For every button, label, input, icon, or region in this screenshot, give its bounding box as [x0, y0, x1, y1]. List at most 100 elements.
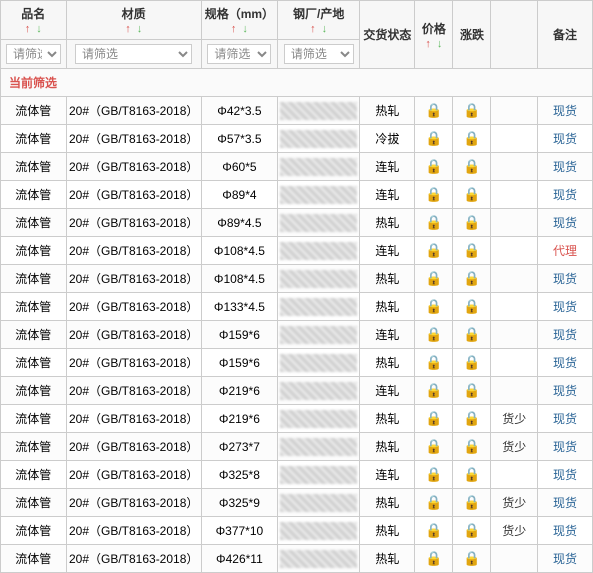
cell-remark[interactable]: 现货: [537, 181, 592, 209]
lock-icon[interactable]: 🔒: [463, 326, 480, 342]
cell-price[interactable]: 🔒: [415, 209, 453, 237]
cell-remark[interactable]: 代理: [537, 237, 592, 265]
lock-icon[interactable]: 🔒: [425, 494, 442, 510]
lock-icon[interactable]: 🔒: [463, 494, 480, 510]
cell-change[interactable]: 🔒: [453, 377, 491, 405]
cell-remark[interactable]: 现货: [537, 517, 592, 545]
cell-price[interactable]: 🔒: [415, 237, 453, 265]
sort-origin-desc-icon[interactable]: ↓: [322, 24, 328, 35]
sort-origin-asc-icon[interactable]: ↑: [310, 24, 316, 35]
cell-price[interactable]: 🔒: [415, 433, 453, 461]
cell-remark[interactable]: 现货: [537, 545, 592, 573]
cell-remark[interactable]: 现货: [537, 321, 592, 349]
lock-icon[interactable]: 🔒: [425, 354, 442, 370]
cell-price[interactable]: 🔒: [415, 489, 453, 517]
lock-icon[interactable]: 🔒: [425, 438, 442, 454]
cell-change[interactable]: 🔒: [453, 209, 491, 237]
cell-change[interactable]: 🔒: [453, 237, 491, 265]
cell-price[interactable]: 🔒: [415, 265, 453, 293]
lock-icon[interactable]: 🔒: [425, 102, 442, 118]
lock-icon[interactable]: 🔒: [425, 466, 442, 482]
lock-icon[interactable]: 🔒: [425, 242, 442, 258]
lock-icon[interactable]: 🔒: [463, 466, 480, 482]
cell-price[interactable]: 🔒: [415, 97, 453, 125]
lock-icon[interactable]: 🔒: [463, 186, 480, 202]
cell-price[interactable]: 🔒: [415, 153, 453, 181]
sort-price-asc-icon[interactable]: ↑: [425, 39, 431, 50]
cell-price[interactable]: 🔒: [415, 377, 453, 405]
sort-spec-asc-icon[interactable]: ↑: [231, 24, 237, 35]
lock-icon[interactable]: 🔒: [425, 326, 442, 342]
cell-remark[interactable]: 现货: [537, 125, 592, 153]
cell-change[interactable]: 🔒: [453, 97, 491, 125]
cell-remark[interactable]: 现货: [537, 153, 592, 181]
lock-icon[interactable]: 🔒: [463, 102, 480, 118]
lock-icon[interactable]: 🔒: [425, 270, 442, 286]
cell-price[interactable]: 🔒: [415, 545, 453, 573]
filter-spec-select[interactable]: 请筛选: [207, 44, 271, 64]
cell-change[interactable]: 🔒: [453, 153, 491, 181]
filter-origin-select[interactable]: 请筛选: [284, 44, 354, 64]
lock-icon[interactable]: 🔒: [425, 410, 442, 426]
sort-name-asc-icon[interactable]: ↑: [25, 24, 31, 35]
lock-icon[interactable]: 🔒: [463, 522, 480, 538]
cell-remark[interactable]: 现货: [537, 349, 592, 377]
cell-change[interactable]: 🔒: [453, 349, 491, 377]
lock-icon[interactable]: 🔒: [463, 158, 480, 174]
cell-change[interactable]: 🔒: [453, 321, 491, 349]
lock-icon[interactable]: 🔒: [425, 130, 442, 146]
lock-icon[interactable]: 🔒: [463, 130, 480, 146]
cell-remark[interactable]: 现货: [537, 405, 592, 433]
sort-price-desc-icon[interactable]: ↓: [437, 39, 443, 50]
cell-change[interactable]: 🔒: [453, 293, 491, 321]
lock-icon[interactable]: 🔒: [463, 550, 480, 566]
cell-price[interactable]: 🔒: [415, 405, 453, 433]
current-filter-label: 当前筛选: [1, 69, 593, 97]
lock-icon[interactable]: 🔒: [425, 186, 442, 202]
lock-icon[interactable]: 🔒: [463, 410, 480, 426]
cell-remark[interactable]: 现货: [537, 265, 592, 293]
cell-remark[interactable]: 现货: [537, 209, 592, 237]
cell-remark[interactable]: 现货: [537, 293, 592, 321]
cell-price[interactable]: 🔒: [415, 125, 453, 153]
cell-change[interactable]: 🔒: [453, 461, 491, 489]
cell-price[interactable]: 🔒: [415, 181, 453, 209]
sort-spec-desc-icon[interactable]: ↓: [242, 24, 248, 35]
lock-icon[interactable]: 🔒: [463, 438, 480, 454]
cell-remark[interactable]: 现货: [537, 489, 592, 517]
filter-name-select[interactable]: 请筛选: [6, 44, 60, 64]
lock-icon[interactable]: 🔒: [425, 550, 442, 566]
cell-price[interactable]: 🔒: [415, 349, 453, 377]
lock-icon[interactable]: 🔒: [463, 298, 480, 314]
lock-icon[interactable]: 🔒: [425, 522, 442, 538]
lock-icon[interactable]: 🔒: [463, 354, 480, 370]
cell-change[interactable]: 🔒: [453, 181, 491, 209]
lock-icon[interactable]: 🔒: [425, 382, 442, 398]
cell-remark[interactable]: 现货: [537, 97, 592, 125]
sort-mat-desc-icon[interactable]: ↓: [137, 24, 143, 35]
cell-price[interactable]: 🔒: [415, 293, 453, 321]
cell-remark[interactable]: 现货: [537, 433, 592, 461]
lock-icon[interactable]: 🔒: [463, 382, 480, 398]
cell-change[interactable]: 🔒: [453, 265, 491, 293]
cell-change[interactable]: 🔒: [453, 405, 491, 433]
filter-mat-select[interactable]: 请筛选: [75, 44, 192, 64]
lock-icon[interactable]: 🔒: [425, 158, 442, 174]
lock-icon[interactable]: 🔒: [463, 242, 480, 258]
lock-icon[interactable]: 🔒: [425, 298, 442, 314]
lock-icon[interactable]: 🔒: [463, 214, 480, 230]
cell-change[interactable]: 🔒: [453, 489, 491, 517]
lock-icon[interactable]: 🔒: [463, 270, 480, 286]
cell-price[interactable]: 🔒: [415, 517, 453, 545]
cell-remark[interactable]: 现货: [537, 461, 592, 489]
sort-name-desc-icon[interactable]: ↓: [36, 24, 42, 35]
sort-mat-asc-icon[interactable]: ↑: [125, 24, 131, 35]
cell-change[interactable]: 🔒: [453, 433, 491, 461]
cell-change[interactable]: 🔒: [453, 125, 491, 153]
cell-change[interactable]: 🔒: [453, 545, 491, 573]
cell-price[interactable]: 🔒: [415, 461, 453, 489]
cell-remark[interactable]: 现货: [537, 377, 592, 405]
lock-icon[interactable]: 🔒: [425, 214, 442, 230]
cell-change[interactable]: 🔒: [453, 517, 491, 545]
cell-price[interactable]: 🔒: [415, 321, 453, 349]
